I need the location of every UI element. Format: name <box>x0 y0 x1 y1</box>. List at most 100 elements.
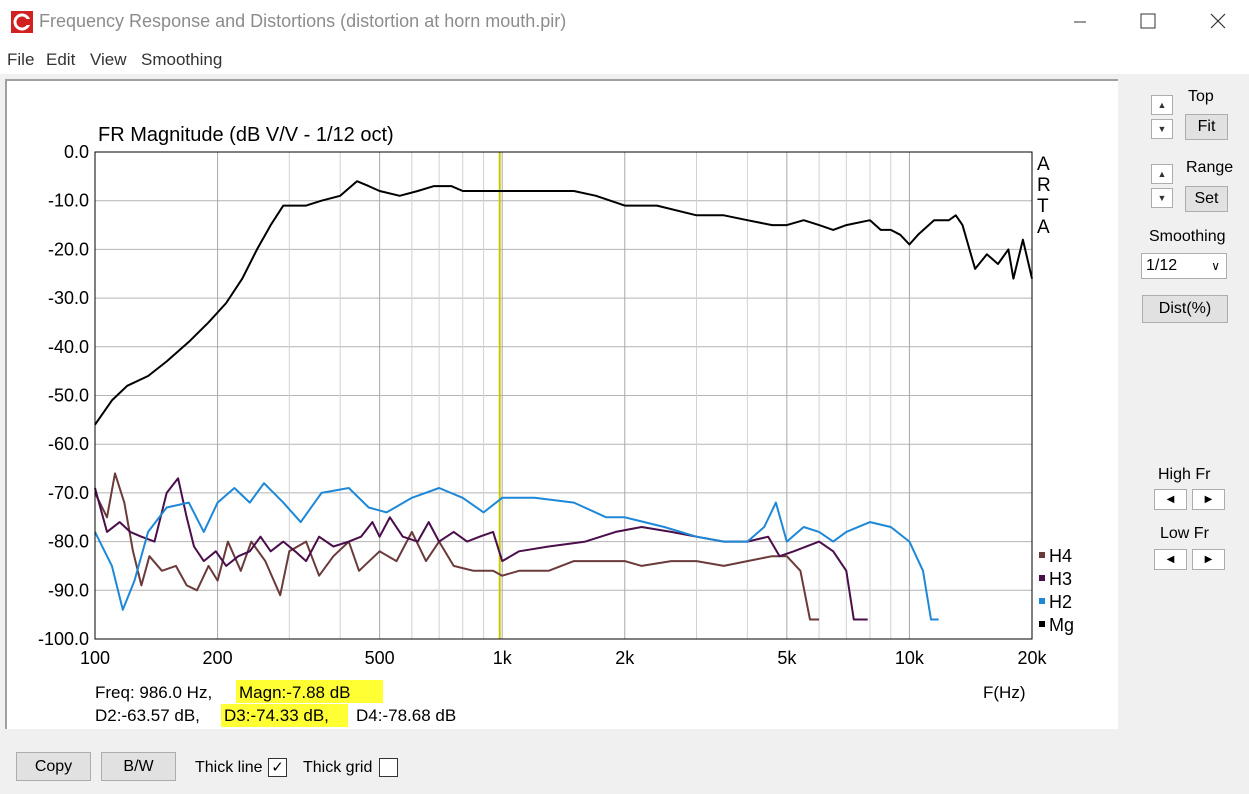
close-icon <box>1210 13 1226 29</box>
legend-swatch <box>1039 575 1045 581</box>
plot-panel[interactable]: FR Magnitude (dB V/V - 1/12 oct) 0.0 -10.… <box>5 79 1118 729</box>
brand-letter: R <box>1037 175 1051 196</box>
fr-chart[interactable]: FR Magnitude (dB V/V - 1/12 oct) 0.0 -10.… <box>7 81 1118 729</box>
x-tick-label: 2k <box>615 648 635 668</box>
readout-magn-highlight <box>236 680 383 703</box>
dist-percent-button[interactable]: Dist(%) <box>1142 295 1228 323</box>
arrow-left-icon: ◀ <box>1166 554 1175 565</box>
smoothing-value: 1/12 <box>1146 257 1178 274</box>
low-fr-left-button[interactable]: ◀ <box>1154 549 1187 570</box>
y-tick-label: -50.0 <box>48 386 89 406</box>
x-tick-label: 20k <box>1017 648 1047 668</box>
legend-label: H2 <box>1049 592 1072 612</box>
x-tick-label: 10k <box>895 648 925 668</box>
legend-label: Mg <box>1049 615 1074 635</box>
close-button[interactable] <box>1198 8 1238 36</box>
thick-line-checkbox[interactable]: ✓ <box>268 758 287 777</box>
legend-label: H4 <box>1049 546 1072 566</box>
thick-line-label: Thick line <box>195 759 263 776</box>
series-line-mg <box>94 180 1033 426</box>
arrow-up-icon: ▲ <box>1157 169 1167 179</box>
maximize-icon <box>1140 13 1156 29</box>
x-tick-label: 500 <box>365 648 395 668</box>
high-fr-left-button[interactable]: ◀ <box>1154 489 1187 510</box>
x-tick-label: 200 <box>203 648 233 668</box>
y-tick-label: -20.0 <box>48 239 89 259</box>
legend-swatch <box>1039 621 1045 627</box>
arrow-right-icon: ▶ <box>1204 494 1213 505</box>
fit-button[interactable]: Fit <box>1185 114 1228 140</box>
high-fr-right-button[interactable]: ▶ <box>1192 489 1225 510</box>
readout-d2: D2:-63.57 dB, <box>95 706 200 725</box>
x-axis-ticks: 100 200 500 1k 2k 5k 10k 20k <box>80 648 1048 668</box>
y-tick-label: 0.0 <box>64 142 89 162</box>
chart-series <box>94 180 1033 621</box>
readout-d3-highlight <box>221 704 348 727</box>
x-tick-label: 100 <box>80 648 110 668</box>
y-tick-label: -30.0 <box>48 288 89 308</box>
menu-file[interactable]: File <box>7 50 35 69</box>
series-line-h2 <box>94 482 939 621</box>
top-label: Top <box>1188 88 1214 105</box>
low-fr-right-button[interactable]: ▶ <box>1192 549 1225 570</box>
menu-view[interactable]: View <box>90 50 127 69</box>
readout-d4: D4:-78.68 dB <box>356 706 456 725</box>
top-up-button[interactable]: ▲ <box>1151 95 1173 115</box>
legend-swatch <box>1039 598 1045 604</box>
copy-button[interactable]: Copy <box>16 752 91 781</box>
readout-magn: Magn:-7.88 dB <box>239 683 351 702</box>
y-tick-label: -60.0 <box>48 434 89 454</box>
bw-button[interactable]: B/W <box>101 752 176 781</box>
set-button[interactable]: Set <box>1185 186 1228 212</box>
arrow-left-icon: ◀ <box>1166 494 1175 505</box>
smoothing-label: Smoothing <box>1149 228 1226 245</box>
readout-freq: Freq: 986.0 Hz, <box>95 683 212 702</box>
arrow-right-icon: ▶ <box>1204 554 1213 565</box>
legend-label: H3 <box>1049 569 1072 589</box>
brand-letter: A <box>1037 217 1050 238</box>
legend: H4 H3 H2 Mg <box>1039 546 1074 635</box>
range-up-button[interactable]: ▲ <box>1151 164 1173 184</box>
arrow-down-icon: ▼ <box>1157 193 1167 203</box>
plot-frame <box>94 151 1033 640</box>
range-label: Range <box>1186 159 1234 176</box>
y-axis-ticks: 0.0 -10.0 -20.0 -30.0 -40.0 -50.0 -60.0 -70.0 -8… <box>38 142 89 649</box>
smoothing-select[interactable]: 1/12 ∨ <box>1141 253 1227 279</box>
minimize-icon <box>1074 21 1086 23</box>
chart-title: FR Magnitude (dB V/V - 1/12 oct) <box>98 124 394 146</box>
high-fr-label: High Fr <box>1158 466 1211 483</box>
series-line-h4 <box>94 472 820 621</box>
check-icon: ✓ <box>271 759 284 776</box>
y-tick-label: -100.0 <box>38 629 89 649</box>
x-axis-label: F(Hz) <box>983 683 1025 702</box>
side-panel: ▲ ▼ Top Fit ▲ ▼ Range Set Smoothing 1/12… <box>1130 80 1249 730</box>
x-tick-label: 5k <box>777 648 797 668</box>
title-bar: Frequency Response and Distortions (dist… <box>0 0 1249 44</box>
chevron-down-icon: ∨ <box>1211 259 1220 273</box>
thick-grid-checkbox[interactable] <box>379 758 398 777</box>
y-tick-label: -40.0 <box>48 337 89 357</box>
minimize-button[interactable] <box>1063 8 1103 36</box>
y-tick-label: -70.0 <box>48 483 89 503</box>
y-tick-label: -80.0 <box>48 532 89 552</box>
legend-swatch <box>1039 552 1045 558</box>
brand-letter: T <box>1037 196 1049 217</box>
window-title: Frequency Response and Distortions (dist… <box>39 11 567 31</box>
low-fr-label: Low Fr <box>1160 525 1209 542</box>
menu-smoothing[interactable]: Smoothing <box>141 50 223 69</box>
y-tick-label: -10.0 <box>48 191 89 211</box>
arrow-up-icon: ▲ <box>1157 100 1167 110</box>
bottom-bar: Copy B/W Thick line ✓ Thick grid <box>0 732 1249 794</box>
range-down-button[interactable]: ▼ <box>1151 188 1173 208</box>
maximize-button[interactable] <box>1128 8 1168 36</box>
brand-letter: A <box>1037 154 1050 175</box>
readout-d3: D3:-74.33 dB, <box>224 706 329 725</box>
thick-grid-label: Thick grid <box>303 759 373 776</box>
top-down-button[interactable]: ▼ <box>1151 119 1173 139</box>
menu-edit[interactable]: Edit <box>46 50 76 69</box>
x-tick-label: 1k <box>493 648 513 668</box>
y-tick-label: -90.0 <box>48 580 89 600</box>
menu-bar: File Edit View Smoothing <box>0 44 1249 74</box>
arrow-down-icon: ▼ <box>1157 124 1167 134</box>
